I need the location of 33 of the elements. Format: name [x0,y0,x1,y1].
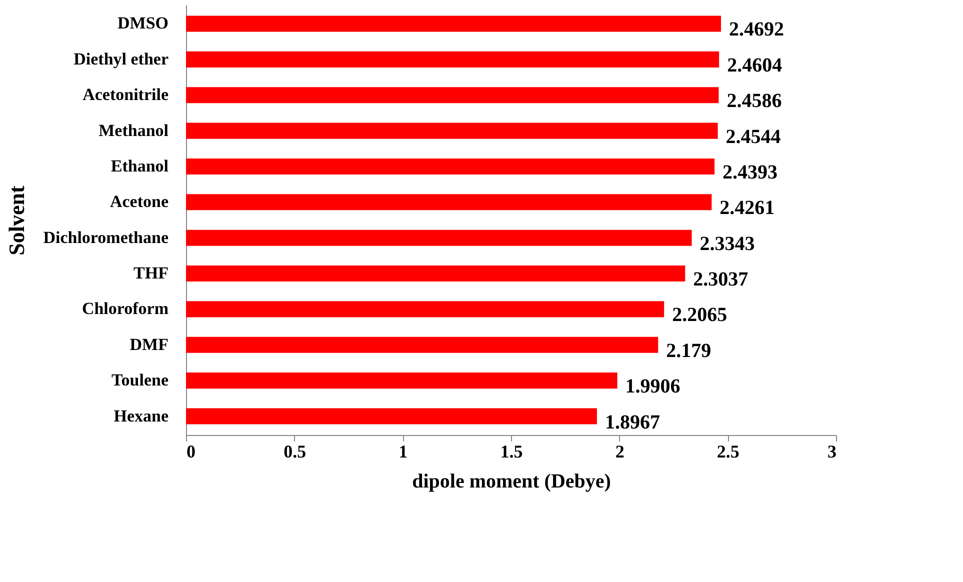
data-label: 1.9906 [625,376,680,398]
data-label: 2.4692 [728,18,784,41]
x-tick-label: 3 [828,442,836,462]
data-label: 1.8967 [604,411,660,434]
data-label: 2.4544 [726,126,781,148]
y-tick-label: DMSO [118,14,168,33]
y-tick-label: Dichloromethane [43,228,169,247]
data-label: 2.3037 [693,268,748,291]
data-label: 2.4393 [722,161,778,184]
y-tick-label: Ethanol [110,156,169,176]
data-label: 2.4261 [720,197,775,220]
y-tick-label: Acetone [110,192,169,212]
y-tick-label: Chloroform [82,299,168,318]
x-tick-label: 2.5 [716,442,740,462]
y-tick-label: Diethyl ether [74,49,169,68]
y-axis-title: Solvent [4,184,30,256]
x-tick-label: 2 [615,442,624,462]
y-tick-label: Methanol [98,120,169,140]
y-tick-label: Toulene [111,370,169,390]
data-label: 2.179 [666,340,712,362]
data-label: 2.4586 [726,90,782,112]
y-tick-label: Hexane [114,406,169,426]
data-label: 2.4604 [727,54,782,76]
x-tick-label: 1.5 [500,442,523,462]
x-axis-title: dipole moment (Debye) [412,470,611,492]
x-tick-label: 0.5 [284,442,306,462]
x-tick-label: 1 [398,442,408,462]
data-label: 2.3343 [700,232,755,255]
data-label: 2.2065 [672,304,728,326]
y-tick-label: DMF [130,334,168,354]
y-tick-label: THF [134,264,168,283]
y-tick-label: Acetonitrile [82,85,169,104]
x-tick-label: 0 [186,442,196,462]
